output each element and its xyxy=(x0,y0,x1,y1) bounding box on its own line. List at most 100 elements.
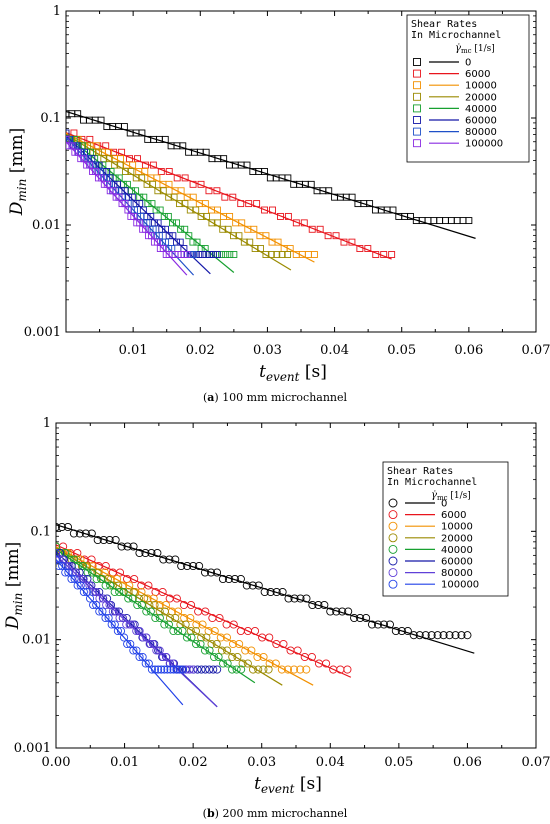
x-tick-label: 0.03 xyxy=(247,755,276,770)
data-point xyxy=(279,639,288,649)
data-point xyxy=(200,646,210,655)
data-point xyxy=(250,225,258,233)
data-point xyxy=(436,217,444,225)
data-point xyxy=(159,555,168,564)
data-point xyxy=(108,607,117,616)
data-point xyxy=(195,251,203,258)
data-point xyxy=(147,665,156,674)
series-6000 xyxy=(66,129,396,260)
data-point xyxy=(155,613,164,623)
data-point xyxy=(101,613,110,623)
data-point xyxy=(241,646,250,655)
legend-title-2: In Microchannel xyxy=(387,477,477,488)
data-point xyxy=(326,607,335,616)
data-point xyxy=(338,607,347,616)
data-point xyxy=(189,665,198,674)
legend-label: 60000 xyxy=(465,116,497,127)
data-point xyxy=(135,548,144,558)
data-point xyxy=(186,626,195,636)
data-point xyxy=(157,168,165,175)
data-point xyxy=(201,607,210,616)
x-tick-label: 0.07 xyxy=(522,343,550,358)
data-point xyxy=(115,613,124,623)
data-point xyxy=(259,665,268,674)
data-point xyxy=(93,568,102,577)
data-point xyxy=(186,613,195,623)
data-point xyxy=(83,561,92,571)
data-point xyxy=(146,607,155,616)
data-point xyxy=(367,620,377,629)
data-point xyxy=(259,652,268,662)
data-point xyxy=(463,631,472,640)
legend-unit: γ̇mc [1/s] xyxy=(431,490,471,502)
fit-line-6000 xyxy=(66,132,392,260)
data-point xyxy=(122,620,131,629)
legend-marker xyxy=(388,556,398,566)
data-point xyxy=(197,633,206,642)
data-point xyxy=(79,587,88,597)
legend-marker xyxy=(413,92,421,101)
data-point xyxy=(320,600,329,610)
data-point xyxy=(362,613,371,623)
legend-box xyxy=(406,14,530,163)
data-point xyxy=(212,639,221,649)
data-point xyxy=(379,620,389,629)
data-point xyxy=(269,206,276,214)
x-tick-label: 0.04 xyxy=(320,343,349,358)
x-tick-label: 0.06 xyxy=(453,755,482,770)
fit-line-40000 xyxy=(66,134,235,273)
data-point xyxy=(98,594,107,603)
plot-area-a xyxy=(66,110,476,276)
data-point xyxy=(101,561,110,571)
data-point xyxy=(144,200,152,208)
data-point xyxy=(304,251,312,258)
legend-box xyxy=(382,461,509,597)
data-point xyxy=(66,135,70,143)
data-point xyxy=(132,174,140,182)
legend-marker xyxy=(388,533,398,543)
data-point xyxy=(193,238,201,246)
data-point xyxy=(451,631,460,640)
data-point xyxy=(142,633,151,642)
data-point xyxy=(161,135,169,143)
data-point xyxy=(105,155,113,163)
data-point xyxy=(120,123,128,131)
data-point xyxy=(64,568,73,577)
data-point xyxy=(284,174,292,182)
data-point xyxy=(235,639,244,649)
data-point xyxy=(254,581,263,590)
data-point xyxy=(196,639,205,649)
data-point xyxy=(56,542,61,551)
data-point xyxy=(439,631,448,640)
data-point xyxy=(118,613,127,623)
data-point xyxy=(171,613,180,623)
data-point xyxy=(409,631,418,640)
y-tick-label: 0.1 xyxy=(40,111,61,126)
x-tick-label: 0.05 xyxy=(384,755,413,770)
data-point xyxy=(316,225,324,233)
data-point xyxy=(92,574,101,584)
data-point xyxy=(56,522,61,532)
data-point xyxy=(192,206,200,214)
x-axis-label: tevent [s] xyxy=(254,774,322,796)
data-point xyxy=(142,607,151,616)
data-point xyxy=(128,594,137,603)
data-point xyxy=(75,529,84,538)
caption-b-text: 200 mm microchannel xyxy=(222,807,348,820)
data-point xyxy=(222,633,231,642)
data-point xyxy=(155,600,164,610)
data-point xyxy=(104,613,113,623)
data-point xyxy=(141,659,150,668)
data-point xyxy=(251,245,259,252)
data-point xyxy=(213,187,221,195)
data-point xyxy=(253,652,262,662)
data-point xyxy=(447,217,455,225)
data-point xyxy=(300,219,308,227)
data-point xyxy=(247,646,256,655)
data-point xyxy=(229,193,237,201)
data-point xyxy=(465,217,473,225)
data-point xyxy=(208,219,216,227)
data-point xyxy=(214,652,223,662)
